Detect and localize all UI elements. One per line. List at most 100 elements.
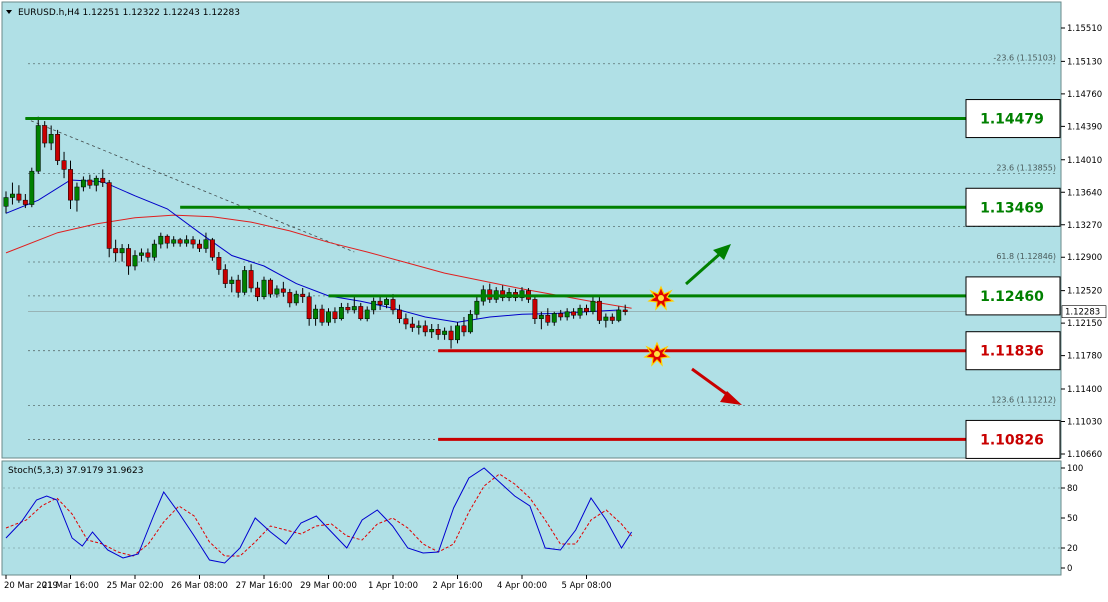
time-tick-label: 21 Mar 16:00 [42, 581, 99, 591]
trend-line [25, 118, 355, 253]
candle [332, 307, 338, 324]
candle-body [3, 197, 9, 207]
candle [255, 281, 261, 302]
price-tick-label: 1.11400 [1067, 385, 1102, 395]
explosion-icon-upper [647, 285, 675, 311]
candle-body [397, 309, 402, 319]
candle-body [280, 288, 286, 293]
candle-body [577, 307, 583, 316]
candle-body [216, 256, 222, 270]
candle-body [184, 239, 190, 244]
candle-body [268, 279, 273, 295]
current-price-tag: 1.12283 [1061, 305, 1107, 319]
price-tick-label: 1.14010 [1067, 156, 1102, 166]
candle [87, 174, 93, 189]
candle-body [171, 239, 177, 244]
candle-body [313, 308, 319, 319]
candle [100, 169, 106, 187]
candle [177, 237, 183, 247]
candle-body [474, 300, 480, 315]
trend-lines [25, 118, 355, 253]
symbol-header[interactable]: EURUSD.h,H4 1.12251 1.12322 1.12243 1.12… [6, 8, 240, 18]
candle [229, 276, 235, 293]
price-axis: 1.15510 1.15130 1.14760 1.14390 1.14010 1.136… [1061, 24, 1102, 460]
candle-body [461, 325, 467, 333]
candle [261, 276, 267, 300]
menu-triangle-icon[interactable] [6, 10, 12, 14]
candle [397, 304, 402, 324]
candle [403, 313, 409, 330]
explosion-icon-lower [643, 341, 671, 367]
candle-body [558, 313, 564, 318]
symbol-info: EURUSD.h,H4 1.12251 1.12322 1.12243 1.12… [18, 8, 240, 18]
candle-body [55, 134, 61, 161]
candle [203, 232, 209, 253]
candle [609, 313, 615, 325]
candle-body [358, 306, 364, 319]
price-tick-label: 1.15510 [1067, 24, 1102, 34]
candle [16, 185, 22, 203]
level-labels: 1.14479 1.13469 1.12460 1.11836 1.10826 [965, 99, 1061, 459]
level-box-resistance: 1.14479 [965, 99, 1061, 139]
candle [551, 311, 557, 326]
candle [474, 295, 480, 319]
candle [358, 302, 364, 321]
candle [384, 297, 390, 309]
fib-label: -23.6 (1.15103) [993, 54, 1056, 63]
level-box-resistance: 1.13469 [965, 187, 1061, 227]
candle [171, 236, 177, 247]
level-box-frame [965, 187, 1061, 227]
main-plot-area[interactable] [1, 1, 1062, 459]
candle-body [113, 248, 119, 254]
candle [616, 306, 622, 323]
price-tick-label: 1.13270 [1067, 221, 1102, 231]
candle-body [532, 299, 538, 319]
candle-body [338, 307, 344, 319]
candle-body [126, 248, 131, 267]
candle [545, 308, 551, 326]
candle-body [164, 235, 170, 244]
ma-slow-line [5, 214, 632, 309]
time-tick-label: 4 Apr 00:00 [497, 581, 547, 591]
candle [313, 304, 319, 326]
candle-body [590, 300, 596, 312]
time-tick-label: 26 Mar 08:00 [171, 581, 228, 591]
candle-body [274, 288, 280, 295]
level-box-frame [965, 99, 1061, 139]
candle [274, 285, 280, 298]
candle [222, 264, 228, 288]
price-tick-label: 1.12900 [1067, 253, 1102, 263]
price-tick-label: 1.12150 [1067, 319, 1102, 329]
candle [22, 194, 28, 209]
candle [603, 313, 609, 328]
candle [216, 251, 222, 275]
candle-body [35, 125, 41, 172]
candle-body [538, 314, 544, 319]
candle [184, 235, 190, 247]
stochastic-plot-area[interactable] [1, 460, 1062, 576]
candle [190, 236, 196, 249]
candle [435, 324, 441, 340]
candle-body [564, 311, 570, 318]
candle [151, 239, 157, 261]
candle [235, 274, 241, 298]
candle-body [229, 279, 235, 284]
candle-body [235, 279, 241, 293]
candle-body [448, 330, 454, 341]
stoch-main-line [5, 467, 633, 564]
candle-body [10, 193, 15, 198]
level-box-label: 1.10826 [980, 432, 1044, 448]
candle-body [68, 169, 73, 201]
time-tick-label: 27 Mar 16:00 [236, 581, 293, 591]
candle-body [93, 177, 99, 186]
candle [519, 287, 525, 302]
candle [119, 244, 125, 262]
time-tick-label: 1 Apr 10:00 [368, 581, 418, 591]
candle [571, 308, 577, 319]
level-box-frame [965, 331, 1061, 371]
candle [422, 320, 428, 337]
candle-body [242, 270, 248, 293]
